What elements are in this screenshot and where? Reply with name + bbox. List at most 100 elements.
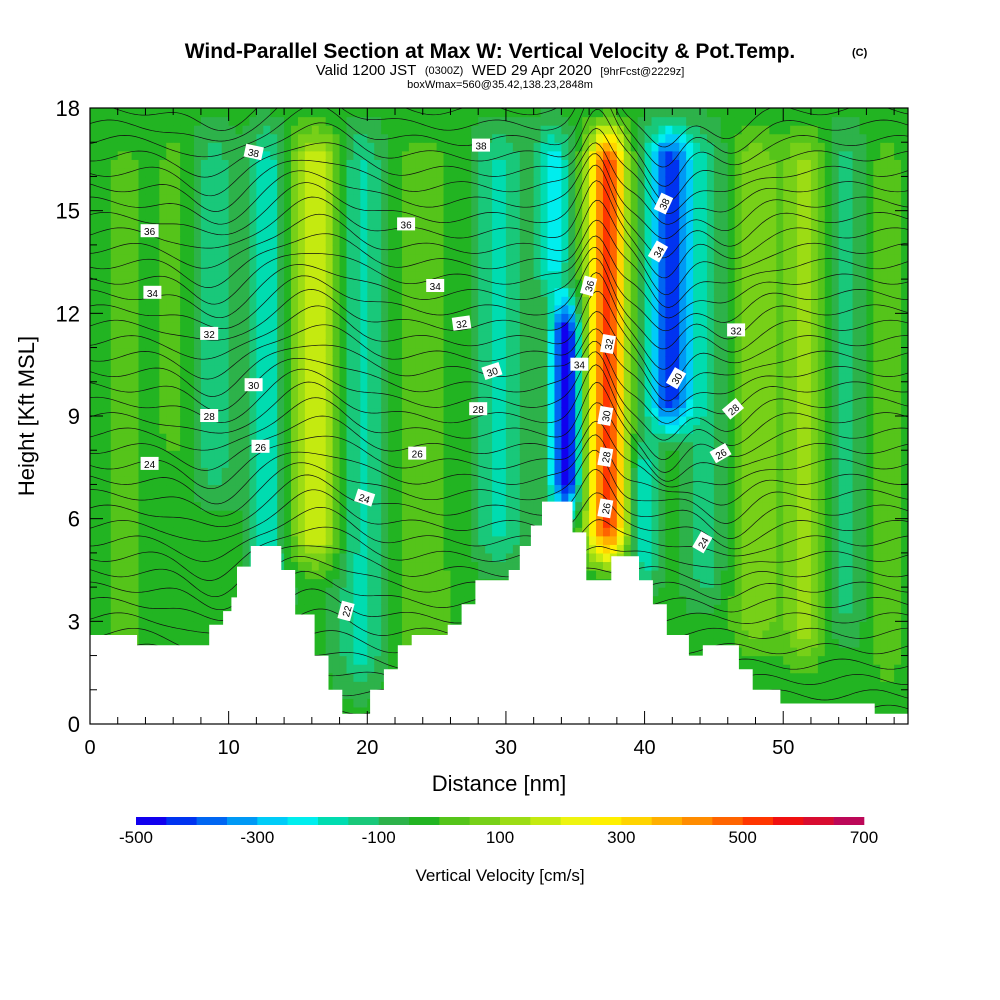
velocity-cell xyxy=(332,570,341,580)
velocity-cell xyxy=(263,133,271,143)
velocity-cell xyxy=(291,133,299,143)
velocity-cell xyxy=(325,185,334,195)
velocity-cell xyxy=(221,167,230,178)
velocity-cell xyxy=(485,347,493,357)
velocity-cell xyxy=(277,279,285,289)
velocity-cell xyxy=(117,279,126,289)
velocity-cell xyxy=(339,424,348,434)
velocity-cell xyxy=(145,313,153,323)
velocity-cell xyxy=(540,458,549,468)
velocity-cell xyxy=(443,604,452,614)
velocity-cell xyxy=(96,493,105,503)
velocity-cell xyxy=(145,356,153,366)
velocity-cell xyxy=(152,321,160,332)
velocity-cell xyxy=(297,304,306,314)
velocity-cell xyxy=(540,304,549,314)
velocity-cell xyxy=(270,475,278,486)
velocity-cell xyxy=(374,604,382,614)
velocity-cell xyxy=(367,664,375,674)
velocity-cell xyxy=(471,467,479,477)
velocity-cell xyxy=(346,587,355,597)
velocity-cell xyxy=(492,433,500,443)
velocity-cell xyxy=(152,313,160,323)
velocity-cell xyxy=(339,167,348,178)
velocity-cell xyxy=(526,287,535,297)
velocity-cell xyxy=(415,373,424,383)
velocity-cell xyxy=(443,202,452,212)
velocity-cell xyxy=(519,159,528,169)
velocity-cell xyxy=(332,647,341,657)
velocity-cell xyxy=(284,398,292,409)
velocity-cell xyxy=(450,518,458,528)
velocity-cell xyxy=(381,629,389,640)
velocity-cell xyxy=(408,578,417,588)
velocity-cell xyxy=(117,407,126,417)
velocity-cell xyxy=(200,270,209,280)
velocity-cell xyxy=(464,125,472,135)
velocity-cell xyxy=(200,219,209,229)
velocity-cell xyxy=(367,253,375,263)
velocity-cell xyxy=(90,227,98,237)
velocity-cell xyxy=(561,407,569,417)
velocity-cell xyxy=(96,364,105,374)
velocity-cell xyxy=(159,108,167,118)
velocity-cell xyxy=(249,270,257,280)
velocity-cell xyxy=(117,176,126,186)
velocity-cell xyxy=(374,321,382,332)
velocity-cell xyxy=(277,116,285,126)
velocity-cell xyxy=(124,612,133,622)
velocity-cell xyxy=(193,262,202,272)
velocity-cell xyxy=(228,544,237,554)
velocity-cell xyxy=(193,441,202,451)
velocity-cell xyxy=(180,441,188,451)
velocity-cell xyxy=(450,356,458,366)
velocity-cell xyxy=(512,142,521,152)
velocity-cell xyxy=(187,116,195,126)
velocity-cell xyxy=(478,493,486,503)
velocity-cell xyxy=(464,185,472,195)
velocity-cell xyxy=(200,244,209,255)
velocity-cell xyxy=(381,321,389,332)
velocity-cell xyxy=(540,133,549,143)
velocity-cell xyxy=(284,390,292,400)
velocity-cell xyxy=(138,330,147,340)
velocity-cell xyxy=(533,150,542,160)
velocity-cell xyxy=(332,339,341,349)
velocity-cell xyxy=(214,304,223,314)
velocity-cell xyxy=(339,313,348,323)
velocity-cell xyxy=(249,219,257,229)
velocity-cell xyxy=(235,167,244,178)
velocity-cell xyxy=(436,544,445,554)
velocity-cell xyxy=(395,535,403,545)
velocity-cell xyxy=(381,604,389,614)
velocity-cell xyxy=(339,210,348,220)
velocity-cell xyxy=(297,518,306,528)
velocity-cell xyxy=(207,561,216,571)
velocity-cell xyxy=(457,467,465,477)
velocity-cell xyxy=(207,296,216,306)
velocity-cell xyxy=(471,167,479,178)
velocity-cell xyxy=(547,424,556,434)
velocity-cell xyxy=(242,407,251,417)
velocity-cell xyxy=(388,638,396,648)
velocity-cell xyxy=(228,150,237,160)
velocity-cell xyxy=(270,176,278,186)
velocity-cell xyxy=(540,244,549,255)
velocity-cell xyxy=(318,364,327,374)
velocity-cell xyxy=(138,544,147,554)
velocity-cell xyxy=(304,570,313,580)
velocity-cell xyxy=(436,441,445,451)
velocity-cell xyxy=(110,304,119,314)
velocity-cell xyxy=(311,647,320,657)
velocity-cell xyxy=(117,561,126,571)
velocity-cell xyxy=(318,561,327,571)
velocity-cell xyxy=(499,313,507,323)
velocity-cell xyxy=(360,655,368,665)
velocity-cell xyxy=(401,125,410,135)
velocity-cell xyxy=(145,433,153,443)
velocity-cell xyxy=(505,441,514,451)
velocity-cell xyxy=(187,570,195,580)
velocity-cell xyxy=(429,287,438,297)
velocity-cell xyxy=(90,364,98,374)
velocity-cell xyxy=(297,253,306,263)
